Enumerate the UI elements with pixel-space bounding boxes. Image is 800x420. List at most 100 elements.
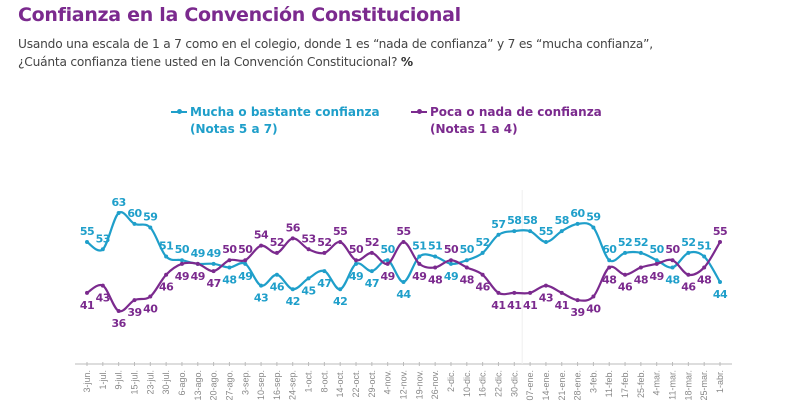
data-point xyxy=(100,247,105,252)
data-label: 46 xyxy=(475,281,490,294)
data-label: 51 xyxy=(159,240,173,253)
data-label: 58 xyxy=(555,214,569,227)
data-point xyxy=(259,243,264,248)
data-label: 49 xyxy=(238,270,252,283)
data-label: 50 xyxy=(175,243,190,256)
data-point xyxy=(179,258,184,263)
data-label: 49 xyxy=(650,270,664,283)
data-point xyxy=(290,236,295,241)
data-label: 50 xyxy=(349,243,364,256)
data-label: 42 xyxy=(333,295,347,308)
data-label: 48 xyxy=(634,273,648,286)
data-point xyxy=(354,261,359,266)
data-label: 41 xyxy=(80,299,94,312)
data-label: 48 xyxy=(665,273,679,286)
data-point xyxy=(433,265,438,270)
chart-subtitle: Usando una escala de 1 a 7 como en el co… xyxy=(18,35,653,71)
data-point xyxy=(385,258,390,263)
x-tick-label: 3-jun. xyxy=(82,370,92,393)
data-point xyxy=(543,240,548,245)
data-point xyxy=(227,258,232,263)
legend-line-marker-icon xyxy=(171,108,187,114)
data-point xyxy=(686,250,691,255)
legend-item-poca: Poca o nada de confianza (Notas 1 a 4) xyxy=(411,104,602,138)
data-point xyxy=(116,211,121,215)
x-tick-label: 20-ago. xyxy=(209,370,219,401)
data-label: 47 xyxy=(365,277,379,290)
x-tick-label: 29-oct. xyxy=(367,370,377,398)
data-label: 52 xyxy=(681,236,695,249)
data-point xyxy=(496,232,501,237)
data-point xyxy=(654,258,659,263)
data-label: 41 xyxy=(555,299,569,312)
data-point xyxy=(559,229,564,234)
x-tick-label: 1-jul. xyxy=(98,370,108,390)
data-point xyxy=(148,225,153,230)
x-tick-label: 12-nov. xyxy=(399,370,409,399)
data-point xyxy=(591,294,596,299)
data-point xyxy=(623,250,628,255)
data-point xyxy=(512,229,517,234)
x-tick-label: 30-jul. xyxy=(161,370,171,395)
x-tick-label: 28-ene. xyxy=(573,370,583,401)
data-label: 48 xyxy=(697,273,711,286)
data-label: 46 xyxy=(270,281,285,294)
data-point xyxy=(274,250,279,255)
data-point xyxy=(559,290,564,295)
data-point xyxy=(638,250,643,255)
data-point xyxy=(227,265,232,270)
data-point xyxy=(243,261,248,266)
data-point xyxy=(290,287,295,292)
x-tick-label: 21-ene. xyxy=(557,370,567,401)
data-point xyxy=(148,294,153,299)
data-label: 60 xyxy=(127,207,142,220)
subtitle-line-1: Usando una escala de 1 a 7 como en el co… xyxy=(18,37,653,51)
data-label: 52 xyxy=(618,236,632,249)
data-label: 59 xyxy=(143,211,157,224)
data-point xyxy=(575,221,580,226)
data-point xyxy=(164,272,169,277)
data-label: 50 xyxy=(460,243,475,256)
x-tick-label: 14-ene. xyxy=(541,370,551,401)
data-point xyxy=(528,290,533,295)
data-point xyxy=(448,261,453,266)
x-tick-label: 26-nov. xyxy=(430,370,440,399)
x-tick-label: 07-ene. xyxy=(525,370,535,401)
data-point xyxy=(243,258,248,263)
data-label: 49 xyxy=(191,247,205,260)
data-point xyxy=(718,240,722,245)
data-point xyxy=(417,254,422,259)
legend-line-marker-icon xyxy=(411,108,427,114)
data-label: 49 xyxy=(381,270,395,283)
x-tick-label: 15-jul. xyxy=(129,370,139,395)
data-point xyxy=(322,269,327,274)
x-tick-label: 25-feb. xyxy=(636,370,646,398)
data-point xyxy=(306,247,311,252)
data-label: 45 xyxy=(301,284,315,297)
data-point xyxy=(702,254,707,259)
data-point xyxy=(464,258,469,263)
x-tick-label: 1-abr. xyxy=(715,370,725,393)
data-label: 58 xyxy=(507,214,521,227)
data-label: 59 xyxy=(586,211,600,224)
x-tick-label: 18-mar. xyxy=(683,370,693,401)
data-point xyxy=(338,287,343,292)
data-point xyxy=(670,265,675,270)
data-point xyxy=(528,229,533,234)
x-tick-label: 11-mar. xyxy=(668,370,678,400)
data-point xyxy=(259,283,264,288)
legend-item-mucha: Mucha o bastante confianza (Notas 5 a 7) xyxy=(171,104,380,138)
data-label: 49 xyxy=(349,270,363,283)
data-label: 43 xyxy=(96,292,110,305)
data-point xyxy=(433,254,438,259)
data-point xyxy=(354,258,359,263)
data-point xyxy=(448,258,453,263)
x-tick-label: 2-dic. xyxy=(446,370,456,392)
data-label: 56 xyxy=(286,221,301,234)
legend-label: Mucha o bastante confianza xyxy=(190,105,380,119)
data-label: 40 xyxy=(143,302,158,315)
x-tick-label: 3-feb. xyxy=(588,370,598,393)
data-label: 55 xyxy=(713,225,727,238)
data-label: 48 xyxy=(602,273,616,286)
